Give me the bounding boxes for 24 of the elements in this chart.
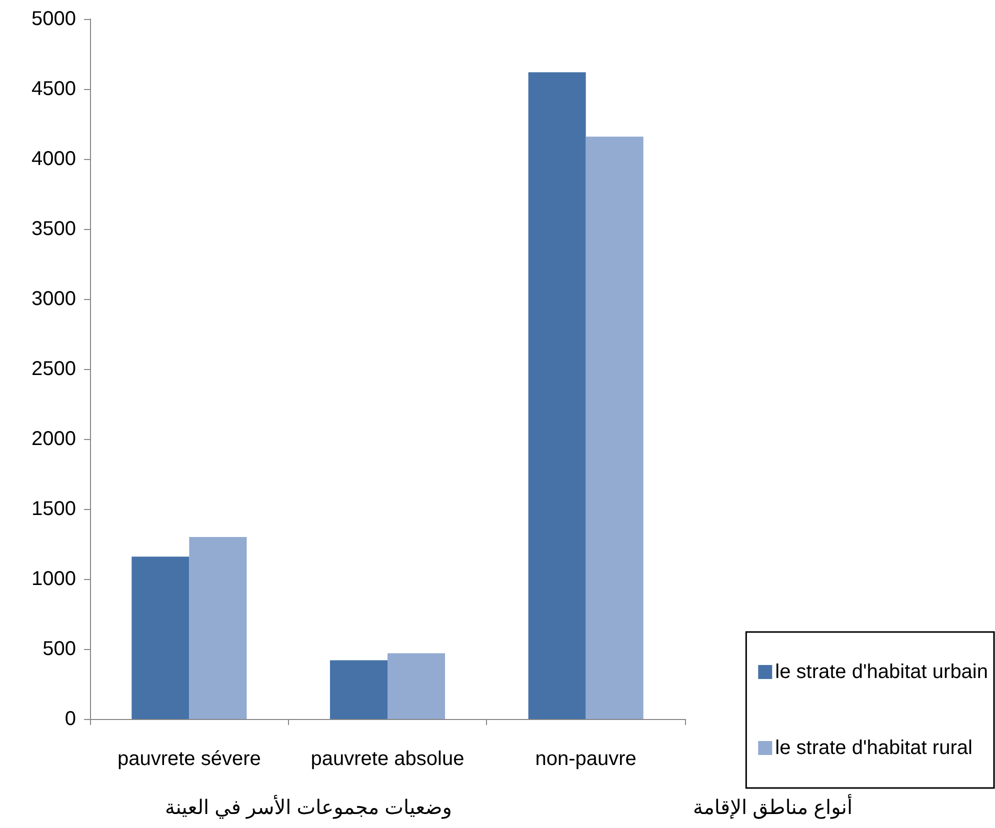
x-axis-title: وضعيات مجموعات الأسر في العينة (165, 794, 452, 819)
y-tick-label: 500 (42, 638, 76, 660)
legend-label: le strate d'habitat rural (775, 737, 972, 759)
legend-label: le strate d'habitat urbain (775, 661, 988, 683)
y-tick-label: 3000 (32, 288, 76, 310)
y-tick-label: 1500 (32, 498, 76, 520)
x-tick-label: pauvrete absolue (310, 748, 464, 770)
x-tick-label: non-pauvre (535, 748, 636, 770)
y-tick-label: 2000 (32, 428, 76, 450)
bar (132, 556, 190, 719)
bar (189, 537, 247, 719)
bar (528, 72, 586, 719)
x-tick-label: pauvrete sévere (117, 748, 261, 770)
bar (330, 660, 388, 719)
y-tick-label: 4500 (32, 78, 76, 100)
bar (388, 653, 446, 719)
y-tick-label: 4000 (32, 148, 76, 170)
y-tick-label: 2500 (32, 358, 76, 380)
bar (586, 136, 644, 719)
y-tick-label: 3500 (32, 218, 76, 240)
y-tick-label: 1000 (32, 568, 76, 590)
y-tick-label: 5000 (32, 8, 76, 30)
legend-title: أنواع مناطق الإقامة (693, 794, 853, 819)
y-tick-label: 0 (64, 708, 76, 730)
